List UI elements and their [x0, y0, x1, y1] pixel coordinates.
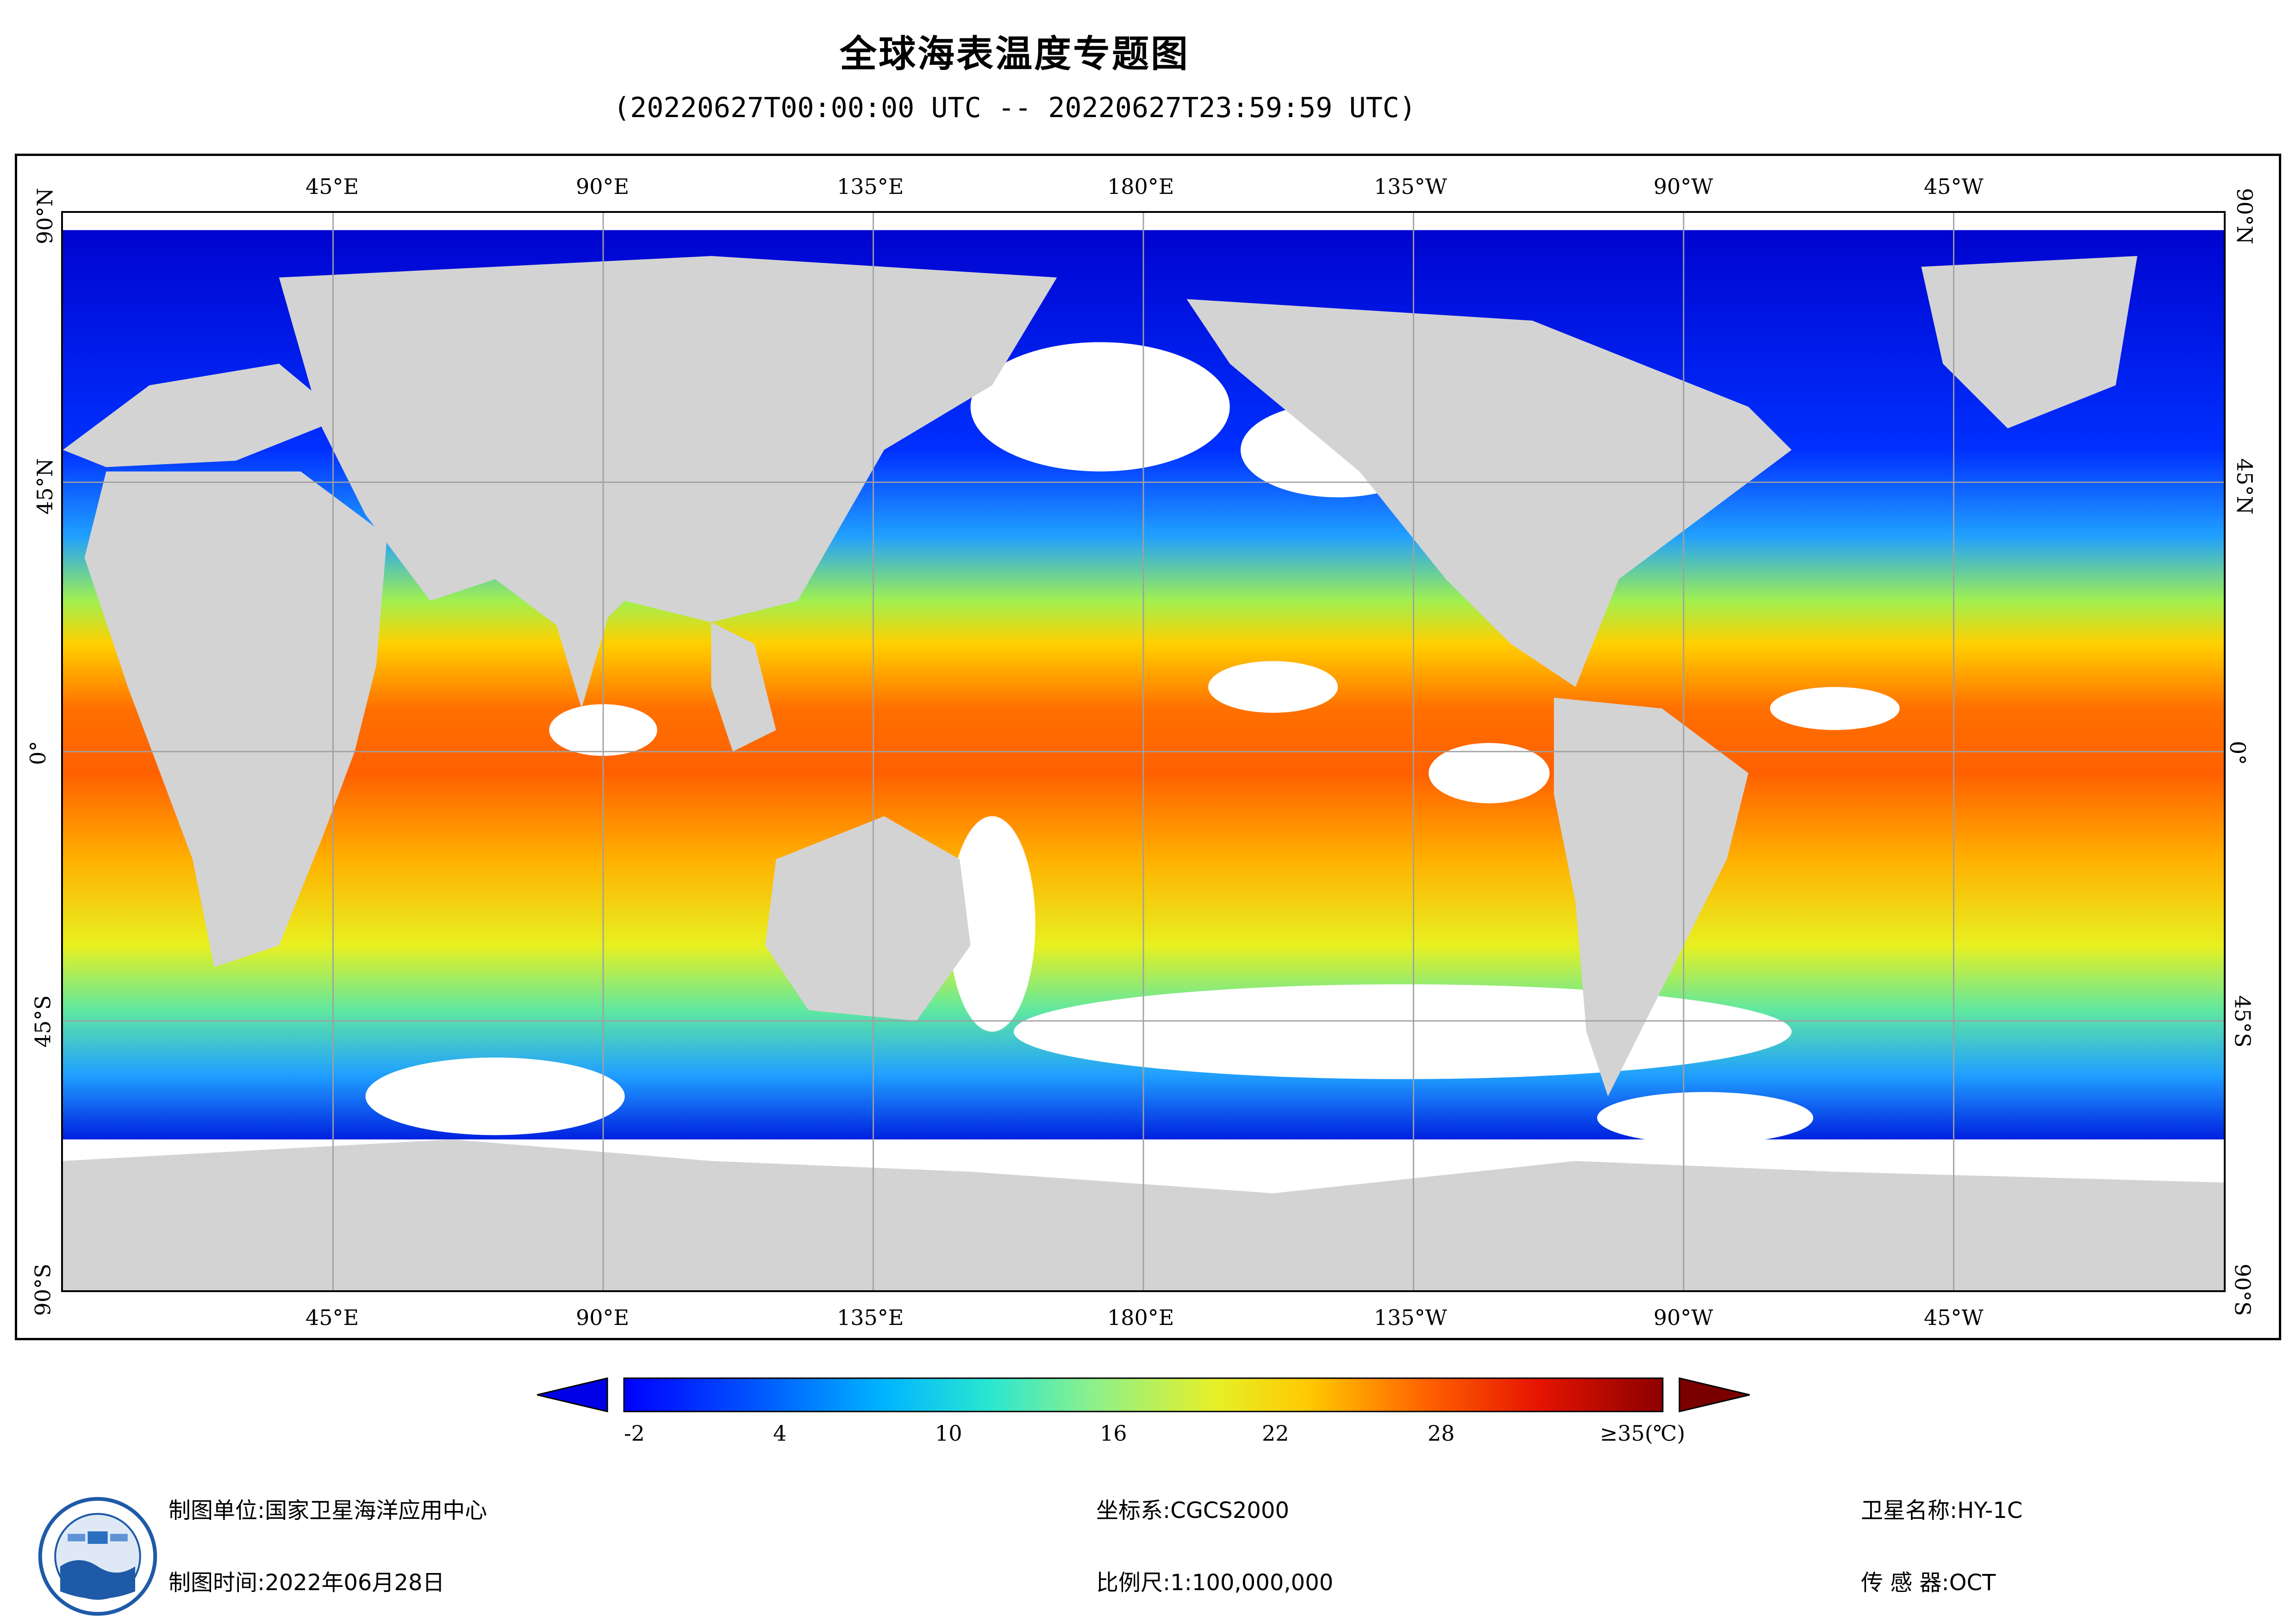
date-info: 制图时间:2022年06月28日 [168, 1564, 445, 1597]
sensor-info: 传 感 器:OCT [1861, 1564, 1996, 1597]
satellite-value: HY-1C [1957, 1498, 2023, 1524]
sensor-label: 传 感 器: [1861, 1570, 1949, 1596]
satellite-info: 卫星名称:HY-1C [1861, 1492, 2022, 1524]
lat-tick-right: 0° [2225, 740, 2251, 765]
graticule [63, 213, 2224, 1290]
colorbar-label: -2 [624, 1421, 645, 1446]
lat-tick-right: 45°S [2230, 995, 2255, 1048]
colorbar-label: 10 [935, 1421, 962, 1446]
lon-tick-bottom: 45°E [306, 1305, 359, 1330]
colorbar [537, 1377, 1750, 1412]
lon-tick-top: 90°E [576, 174, 630, 199]
lat-tick-left: 90°S [30, 1263, 56, 1316]
colorbar-label: 28 [1428, 1421, 1455, 1446]
lat-tick-right: 90°S [2230, 1263, 2255, 1316]
colorbar-under-arrow [537, 1377, 608, 1412]
org-value: 国家卫星海洋应用中心 [265, 1498, 487, 1524]
lon-tick-top: 45°W [1924, 174, 1984, 199]
page-title: 全球海表温度专题图 [840, 32, 1190, 75]
lon-tick-top: 180°E [1107, 174, 1174, 199]
lat-tick-left: 90°N [32, 188, 57, 244]
lon-tick-top: 90°W [1653, 174, 1713, 199]
colorbar-label: 22 [1262, 1421, 1289, 1446]
satellite-label: 卫星名称: [1861, 1498, 1958, 1524]
date-value: 2022年06月28日 [265, 1570, 445, 1596]
colorbar-ramp [623, 1377, 1664, 1412]
sst-map [61, 211, 2226, 1292]
lon-tick-top: 45°E [306, 174, 359, 199]
lat-tick-right: 45°N [2232, 458, 2257, 515]
crs-info: 坐标系:CGCS2000 [1096, 1492, 1289, 1524]
nsoas-logo [38, 1497, 157, 1616]
org-info: 制图单位:国家卫星海洋应用中心 [168, 1492, 487, 1524]
lon-tick-bottom: 90°W [1653, 1305, 1713, 1330]
lat-tick-right: 90°N [2232, 188, 2257, 244]
scale-value: 1:100,000,000 [1170, 1570, 1334, 1596]
date-label: 制图时间: [168, 1570, 265, 1596]
colorbar-label: ≥35(℃) [1600, 1421, 1685, 1446]
colorbar-label: 16 [1100, 1421, 1127, 1446]
lon-tick-bottom: 180°E [1107, 1305, 1174, 1330]
lon-tick-bottom: 90°E [576, 1305, 630, 1330]
scale-label: 比例尺: [1096, 1570, 1171, 1596]
map-frame [15, 154, 2281, 1340]
colorbar-over-arrow [1678, 1377, 1750, 1412]
sensor-value: OCT [1949, 1570, 1996, 1596]
org-label: 制图单位: [168, 1498, 265, 1524]
lon-tick-bottom: 135°W [1374, 1305, 1447, 1330]
lat-tick-left: 0° [25, 740, 51, 765]
lon-tick-top: 135°E [837, 174, 904, 199]
lat-tick-left: 45°N [32, 458, 57, 515]
lon-tick-top: 135°W [1374, 174, 1447, 199]
lon-tick-bottom: 45°W [1924, 1305, 1984, 1330]
time-range-subtitle: (20220627T00:00:00 UTC -- 20220627T23:59… [613, 92, 1416, 124]
scale-info: 比例尺:1:100,000,000 [1096, 1564, 1333, 1597]
lat-tick-left: 45°S [30, 995, 56, 1048]
colorbar-label: 4 [773, 1421, 787, 1446]
lon-tick-bottom: 135°E [837, 1305, 904, 1330]
crs-value: CGCS2000 [1170, 1498, 1290, 1524]
crs-label: 坐标系: [1096, 1498, 1171, 1524]
